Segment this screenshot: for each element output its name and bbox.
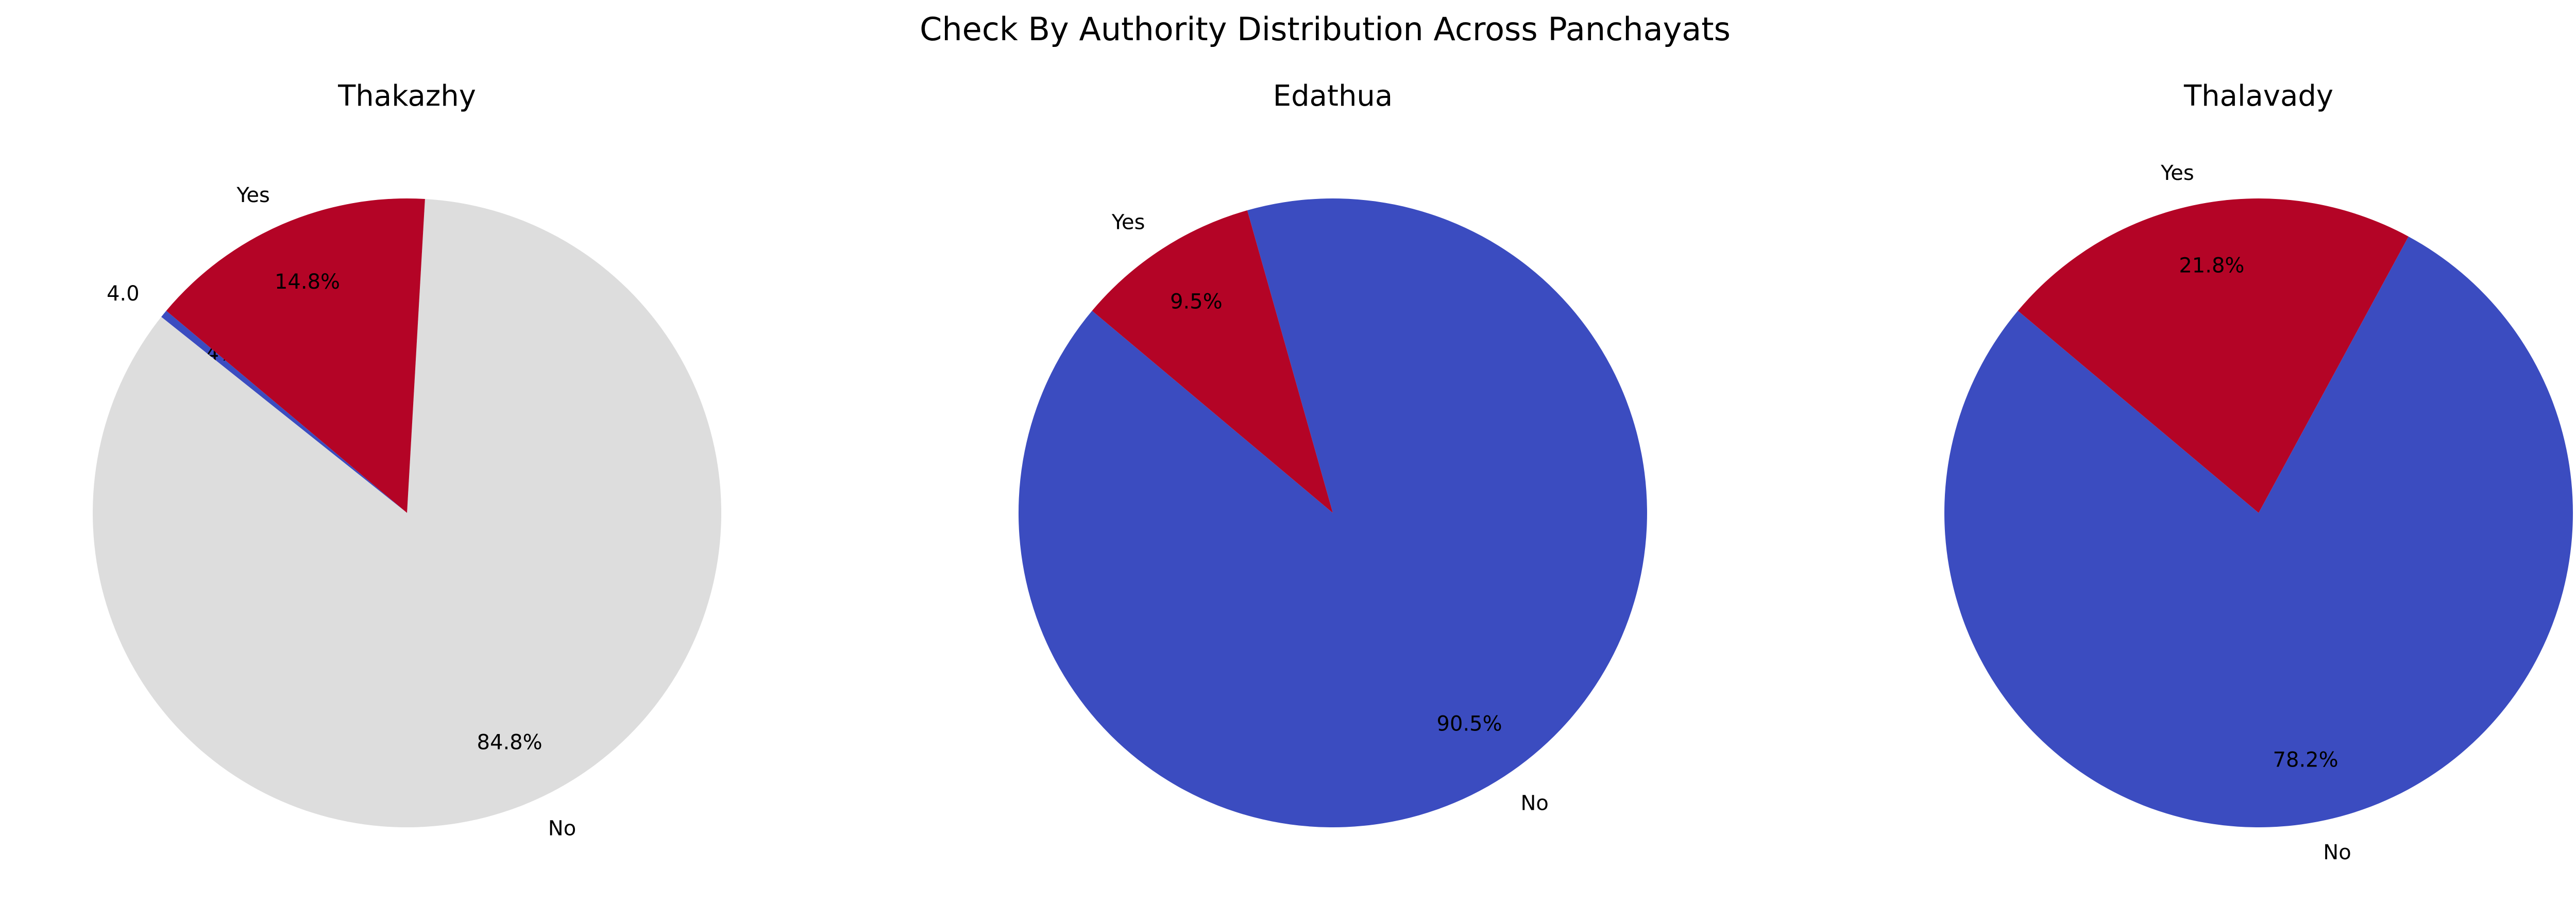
slice-label-thakazhy-yes: Yes <box>236 184 270 207</box>
pie-title-thalavady: Thalavady <box>2183 79 2333 113</box>
slice-label-thakazhy-no: No <box>548 817 576 841</box>
pie-slice-thalavady-yes <box>2018 198 2409 513</box>
pie-thalavady: Thalavady No 78.2% Yes 21.8% <box>1944 79 2573 864</box>
slice-label-thalavady-no: No <box>2323 841 2351 864</box>
slice-label-edathua-no: No <box>1521 791 1549 815</box>
slice-percent-thalavady-no: 78.2% <box>2273 748 2338 772</box>
slice-percent-thakazhy-yes: 14.8% <box>275 270 340 294</box>
pie-title-thakazhy: Thakazhy <box>337 79 476 113</box>
pie-slice-edathua-yes <box>1092 210 1333 513</box>
pie-edathua: Edathua No 90.5% Yes 9.5% <box>1018 79 1647 828</box>
slice-percent-thakazhy-no: 84.8% <box>477 731 543 755</box>
slice-label-edathua-yes: Yes <box>1111 211 1145 235</box>
pie-slice-thakazhy-yes <box>166 198 425 513</box>
pie-title-edathua: Edathua <box>1273 79 1393 113</box>
slice-percent-edathua-yes: 9.5% <box>1170 290 1223 313</box>
pie-subplots: Thakazhy4.00.4%No84.8%Yes14.8%EdathuaNo9… <box>93 79 2573 864</box>
slice-label-thalavady-yes: Yes <box>2160 161 2194 185</box>
pie-slice-thalavady-no <box>1944 236 2573 827</box>
pie-slice-edathua-no <box>1018 198 1647 828</box>
slice-label-thakazhy-4-0: 4.0 <box>107 282 140 306</box>
figure-title: Check By Authority Distribution Across P… <box>920 10 1731 48</box>
pie-slice-thakazhy-no <box>93 199 722 828</box>
slice-percent-edathua-no: 90.5% <box>1437 712 1502 736</box>
pie-slice-thakazhy-4-0 <box>161 310 407 513</box>
slice-percent-thalavady-yes: 21.8% <box>2179 254 2244 278</box>
